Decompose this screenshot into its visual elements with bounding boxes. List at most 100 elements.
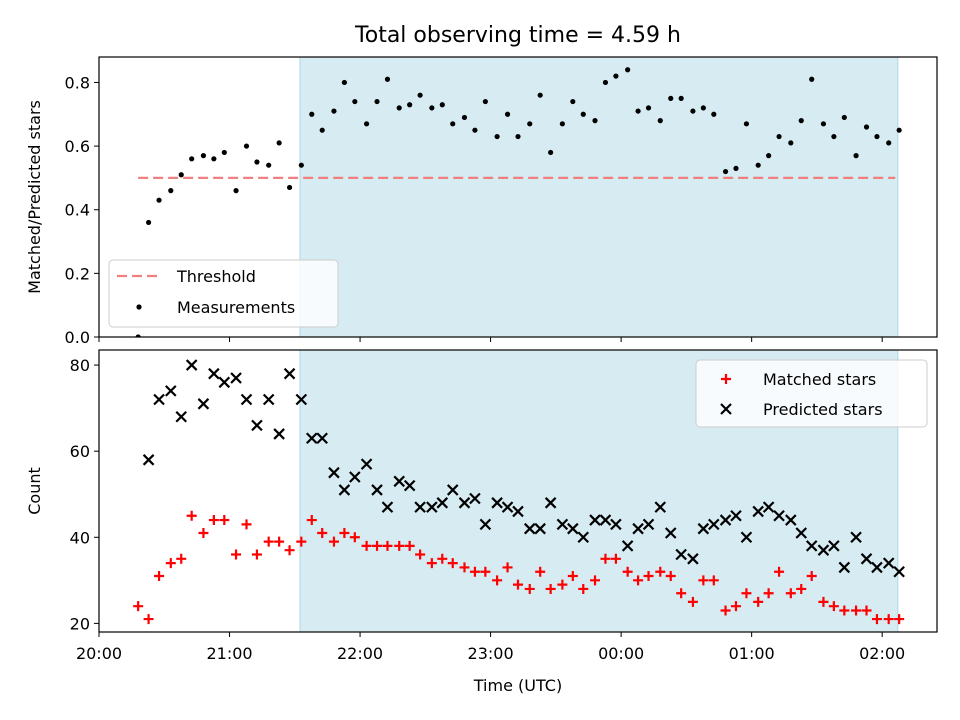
predicted-point [491, 497, 503, 509]
predicted-point [850, 531, 862, 544]
axes-frame-0 [98, 56, 938, 338]
predicted-point [240, 393, 253, 406]
x-axis-label: Time (UTC) [473, 676, 562, 695]
legend-1: Matched stars Predicted stars [695, 359, 928, 428]
y-tick-label: 40 [70, 528, 90, 547]
predicted-point [675, 548, 687, 561]
predicted-point [632, 522, 644, 535]
measurement-point [341, 79, 347, 86]
measurement-point [221, 149, 227, 156]
predicted-point [567, 522, 579, 535]
legend-box [695, 359, 928, 428]
measurement-point [733, 165, 739, 171]
measurement-point [548, 149, 554, 156]
matched-point [459, 562, 470, 573]
predicted-point [740, 531, 753, 544]
predicted-point [414, 501, 426, 513]
matched-point [394, 540, 405, 551]
predicted-point [371, 484, 383, 496]
matched-point [524, 583, 535, 594]
matched-point [241, 519, 252, 530]
matched-point [263, 536, 274, 547]
measurement-point [135, 334, 141, 337]
y-tick-label: 60 [70, 442, 90, 461]
matched-point [306, 515, 317, 526]
matched-point [143, 614, 154, 625]
y-tick-label: 20 [70, 614, 90, 633]
predicted-point [283, 367, 296, 380]
measurement-point [156, 197, 162, 203]
measurement-point [755, 162, 761, 168]
matched-point [730, 601, 741, 612]
predicted-point [664, 527, 677, 539]
measurement-point [254, 159, 260, 165]
matched-point [774, 566, 785, 577]
matched-point [708, 575, 719, 586]
predicted-point [719, 514, 732, 526]
predicted-point [589, 514, 601, 526]
matched-point [883, 614, 894, 625]
measurement-point [645, 105, 652, 111]
matched-point [328, 536, 339, 547]
measurement-point [200, 153, 207, 159]
matched-point [349, 532, 360, 543]
measurement-point [233, 188, 239, 194]
matched-point [894, 614, 905, 625]
matched-point [590, 575, 601, 586]
matched-point [578, 583, 589, 594]
matched-point [818, 596, 829, 607]
legend-label: Matched stars [763, 370, 876, 389]
measurement-point [690, 108, 696, 114]
measurement-point [700, 105, 706, 111]
series-1-1 [142, 359, 905, 578]
predicted-point [230, 372, 242, 384]
predicted-point [610, 518, 622, 531]
predicted-point [817, 544, 830, 556]
measurement-point [363, 121, 370, 127]
predicted-point [349, 471, 361, 483]
measurement-point [515, 133, 521, 140]
predicted-point [360, 458, 373, 470]
measurement-point [417, 92, 423, 98]
measurement-point [613, 73, 619, 79]
predicted-point [251, 419, 263, 432]
x-tick-label: 20:00 [76, 644, 122, 663]
predicted-point [621, 540, 634, 552]
series-1-0 [133, 510, 905, 625]
shaded-span-0 [299, 56, 899, 338]
top-panel: 0.0 0.2 0.4 0.6 0.8 Matched/Predicted stars Th… [25, 56, 938, 347]
predicted-point [752, 505, 764, 518]
measurement-point [635, 108, 641, 114]
predicted-point [426, 501, 438, 513]
predicted-point [860, 553, 873, 565]
matched-point [828, 601, 839, 612]
measurement-point [461, 114, 468, 121]
predicted-point [708, 518, 720, 531]
legend-measurement-swatch [136, 304, 142, 310]
matched-point [154, 571, 165, 582]
matched-point [437, 553, 448, 564]
measurement-point [407, 102, 413, 108]
matched-point [557, 579, 568, 590]
measurement-point [189, 156, 195, 162]
matched-point [339, 527, 350, 538]
predicted-point [654, 501, 667, 513]
predicted-point [871, 561, 883, 574]
legend-matched-swatch [721, 374, 731, 384]
matched-point [176, 553, 187, 564]
y-tick-label: 0.4 [65, 201, 90, 220]
predicted-point [273, 428, 285, 440]
predicted-point [175, 410, 188, 423]
predicted-point [393, 475, 405, 488]
predicted-point [828, 540, 840, 552]
predicted-point [403, 479, 416, 492]
measurement-point [352, 98, 358, 105]
matched-point [622, 566, 633, 577]
predicted-point [165, 385, 177, 397]
measurement-point [374, 98, 380, 105]
predicted-point [469, 492, 481, 505]
measurement-point [831, 133, 837, 140]
measurement-point [266, 162, 272, 168]
matched-point [610, 553, 621, 564]
